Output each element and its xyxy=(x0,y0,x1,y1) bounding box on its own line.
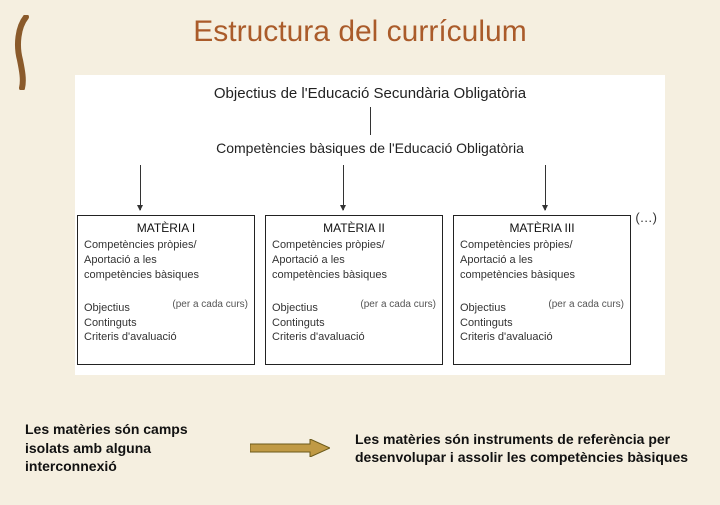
materia-line: competències bàsiques xyxy=(460,268,624,283)
materia-note: (per a cada curs) xyxy=(360,298,436,312)
materia-line: competències bàsiques xyxy=(272,268,436,283)
materia-box: MATÈRIA III Competències pròpies/ Aporta… xyxy=(453,215,631,365)
connector-line xyxy=(370,107,371,135)
materia-box: MATÈRIA I Competències pròpies/ Aportaci… xyxy=(77,215,255,365)
arrow-down-icon xyxy=(343,165,344,210)
curriculum-diagram: Objectius de l'Educació Secundària Oblig… xyxy=(75,75,665,375)
materia-line: Competències pròpies/ xyxy=(272,238,436,253)
arrow-right-icon xyxy=(250,439,330,457)
materia-line: Competències pròpies/ xyxy=(84,238,248,253)
objectius-heading: Objectius de l'Educació Secundària Oblig… xyxy=(75,85,665,102)
footer-right-text: Les matèries són instruments de referènc… xyxy=(355,430,695,466)
materia-line: Continguts xyxy=(272,316,436,331)
materia-line: Continguts xyxy=(84,316,248,331)
page-title: Estructura del currículum xyxy=(0,15,720,49)
materia-line: competències bàsiques xyxy=(84,268,248,283)
materia-header: MATÈRIA III xyxy=(460,220,624,236)
materia-line: Competències pròpies/ xyxy=(460,238,624,253)
materia-box: MATÈRIA II Competències pròpies/ Aportac… xyxy=(265,215,443,365)
ellipsis-label: (…) xyxy=(635,210,657,225)
materia-line: Aportació a les xyxy=(84,253,248,268)
materia-line: Criteris d'avaluació xyxy=(460,330,624,345)
materia-line: Continguts xyxy=(460,316,624,331)
materia-line: Aportació a les xyxy=(272,253,436,268)
materia-line: Criteris d'avaluació xyxy=(272,330,436,345)
footer-left-text: Les matèries són camps isolats amb algun… xyxy=(25,420,225,475)
arrow-down-icon xyxy=(545,165,546,210)
arrow-down-icon xyxy=(140,165,141,210)
materia-line: Criteris d'avaluació xyxy=(84,330,248,345)
materia-line: Aportació a les xyxy=(460,253,624,268)
materia-header: MATÈRIA II xyxy=(272,220,436,236)
footer-row: Les matèries són camps isolats amb algun… xyxy=(25,420,695,475)
materia-header: MATÈRIA I xyxy=(84,220,248,236)
arrow-container xyxy=(225,439,355,457)
materia-note: (per a cada curs) xyxy=(548,298,624,312)
competencies-heading: Competències bàsiques de l'Educació Obli… xyxy=(75,140,665,156)
materia-note: (per a cada curs) xyxy=(172,298,248,312)
